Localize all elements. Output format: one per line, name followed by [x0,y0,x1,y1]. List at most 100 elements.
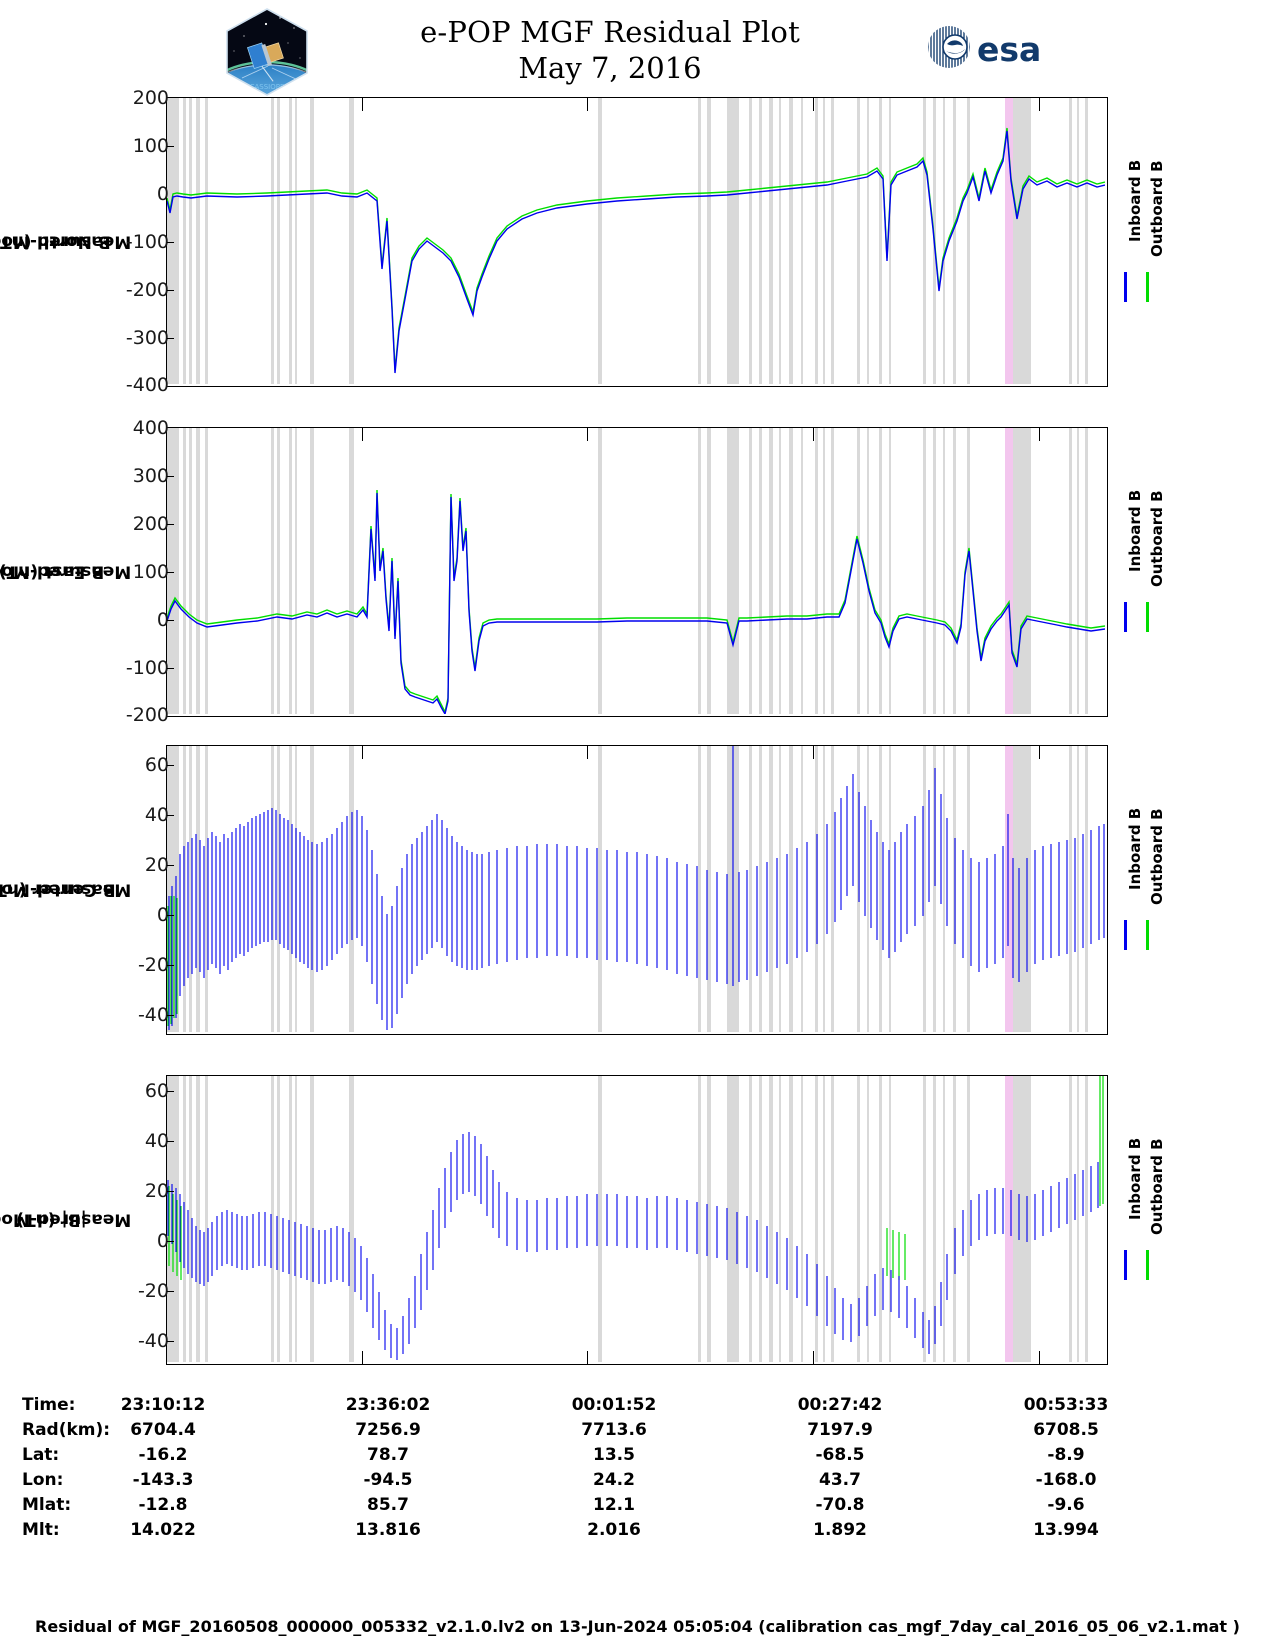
cell-mlt-4: 1.892 [813,1520,867,1540]
table-row-lon: Lon: -143.3 -94.5 24.2 43.7 -168.0 [0,1470,1275,1495]
y-tick-label: -40 [137,1004,169,1026]
y-tick-mark [167,1141,174,1142]
y-tick-mark [167,620,174,621]
esa-wordmark: esa [977,30,1041,69]
x-tick-3 [813,746,814,759]
legend-swatch-outboard [1146,920,1149,950]
cell-time-5: 00:53:33 [1023,1395,1109,1415]
cell-lon-4: 43.7 [819,1470,861,1490]
cell-rad-2: 7256.9 [355,1420,421,1440]
y-tick-mark [167,146,174,147]
row-label-lon: Lon: [22,1470,64,1490]
y-tick-mark [167,476,174,477]
y-tick-label: -200 [125,279,169,301]
y-tick-label: 0 [156,609,169,631]
series-outboard-b [167,127,1106,371]
cell-rad-1: 6704.4 [130,1420,196,1440]
panel-b-north-legend: Inboard B Outboard B [1108,97,1170,385]
legend-label-inboard: Inboard B [1126,159,1144,242]
table-row-lat: Lat: -16.2 78.7 13.5 -68.5 -8.9 [0,1445,1275,1470]
cell-lat-2: 78.7 [367,1445,409,1465]
legend-label-inboard: Inboard B [1126,1137,1144,1220]
legend-swatch-inboard [1124,272,1127,302]
y-tick-mark [167,242,174,243]
cell-lon-1: -143.3 [132,1470,194,1490]
y-tick-mark [167,1291,174,1292]
y-tick-label: 100 [132,135,169,157]
y-tick-mark [167,1191,174,1192]
series-outboard-b [168,1076,1104,1280]
cell-mlat-1: -12.8 [138,1495,188,1515]
x-tick-2 [587,1351,588,1364]
panel-b-center-legend: Inboard B Outboard B [1108,745,1170,1033]
cell-rad-5: 6708.5 [1033,1420,1099,1440]
ephemeris-table: Time: 23:10:12 23:36:02 00:01:52 00:27:4… [0,1395,1275,1545]
legend-label-outboard: Outboard B [1148,808,1166,905]
table-row-mlat: Mlat: -12.8 85.7 12.1 -70.8 -9.6 [0,1495,1275,1520]
table-row-rad: Rad(km): 6704.4 7256.9 7713.6 7197.9 670… [0,1420,1275,1445]
y-tick-mark [167,765,174,766]
esa-logo-icon: esa [925,24,1045,70]
table-row-mlt: Mlt: 14.022 13.816 2.016 1.892 13.994 [0,1520,1275,1545]
x-tick-1 [362,746,363,759]
x-tick-2 [587,98,588,111]
x-tick-3 [813,98,814,111]
legend-swatch-outboard [1146,1250,1149,1280]
y-tick-mark [167,668,174,669]
series-inboard-b [167,492,1106,716]
y-tick-mark [167,865,174,866]
y-tick-label: 100 [132,561,169,583]
row-label-mlt: Mlt: [22,1520,60,1540]
panel-b-magnitude-plot [166,1075,1108,1365]
y-tick-label: 40 [144,804,169,826]
cell-time-2: 23:36:02 [345,1395,431,1415]
cell-mlt-1: 14.022 [130,1520,196,1540]
cell-mlt-5: 13.994 [1033,1520,1099,1540]
y-tick-label: 200 [132,87,169,109]
cell-time-4: 00:27:42 [797,1395,883,1415]
y-tick-mark [167,1091,174,1092]
y-tick-label: -400 [125,374,169,396]
x-tick-2 [587,428,588,441]
y-tick-mark [167,290,174,291]
y-tick-label: 400 [132,417,169,439]
y-tick-label: 0 [156,904,169,926]
panel-b-magnitude-legend: Inboard B Outboard B [1108,1075,1170,1363]
patch-caption: CASSIOPE [250,83,285,91]
panel-b-center-ylabel: Measured-ModelB Center (nT) [0,879,131,900]
cell-mlat-3: 12.1 [593,1495,635,1515]
row-label-rad: Rad(km): [22,1420,111,1440]
x-tick-4 [1039,746,1040,759]
y-tick-mark [167,965,174,966]
legend-swatch-inboard [1124,920,1127,950]
legend-swatch-inboard [1124,602,1127,632]
legend-label-outboard: Outboard B [1148,1138,1166,1235]
shaded-bands [167,428,1088,714]
y-tick-label: 60 [144,1080,169,1102]
cell-mlat-5: -9.6 [1047,1495,1085,1515]
cell-time-3: 00:01:52 [571,1395,657,1415]
legend-swatch-inboard [1124,1250,1127,1280]
cell-lat-4: -68.5 [815,1445,865,1465]
cell-time-1: 23:10:12 [120,1395,206,1415]
y-tick-label: 300 [132,465,169,487]
legend-swatch-outboard [1146,602,1149,632]
cell-lon-2: -94.5 [363,1470,413,1490]
y-tick-label: 60 [144,754,169,776]
panel-b-magnitude: Measured-Model|B| (nT) [0,1075,1275,1365]
y-tick-label: 20 [144,1180,169,1202]
title-line-2: May 7, 2016 [518,51,702,85]
x-tick-1 [362,98,363,111]
footer-caption: Residual of MGF_20160508_000000_005332_v… [35,1617,1240,1636]
series-outboard-b [167,896,178,1026]
y-tick-mark [167,915,174,916]
y-tick-mark [167,1341,174,1342]
page-header: CASSIOPE e-POP MGF Residual Plot May 7, … [0,0,1275,96]
y-tick-label: -20 [137,1280,169,1302]
x-tick-1 [362,428,363,441]
x-tick-4 [1039,1351,1040,1364]
row-label-mlat: Mlat: [22,1495,72,1515]
y-tick-mark [167,1241,174,1242]
legend-label-inboard: Inboard B [1126,807,1144,890]
x-tick-3 [813,428,814,441]
